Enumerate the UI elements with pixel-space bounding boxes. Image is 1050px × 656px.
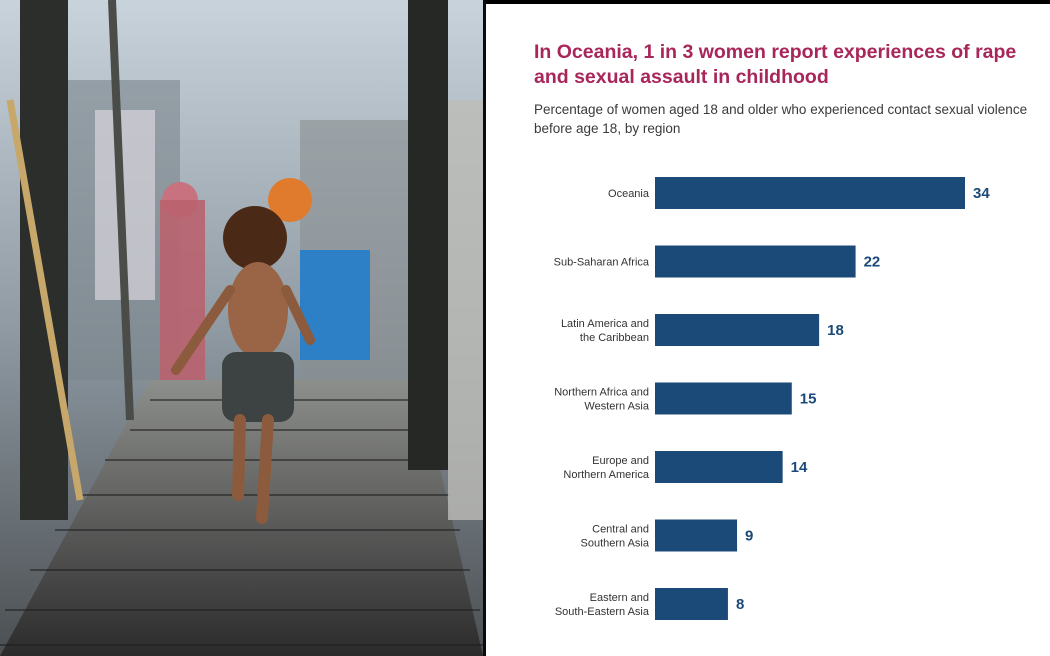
bar-value-label: 22 bbox=[864, 254, 881, 271]
bar-chart: 34 Oceania 22 Sub-Saharan Africa 18 Latin Ame… bbox=[554, 177, 990, 620]
bar-value-label: 15 bbox=[800, 391, 817, 408]
category-label: Northern Africa and Western Asia bbox=[554, 387, 650, 413]
category-label: Latin America and the Caribbean bbox=[561, 318, 649, 344]
bar-value-label: 8 bbox=[736, 596, 744, 613]
photo-child-running-on-boardwalk bbox=[0, 0, 483, 656]
category-label: Central and Southern Asia bbox=[581, 524, 650, 550]
category-label: Eastern and South-Eastern Asia bbox=[555, 592, 650, 618]
photo-illustration bbox=[0, 0, 483, 656]
bar-value-label: 14 bbox=[791, 459, 808, 476]
chart-title: In Oceania, 1 in 3 women report experien… bbox=[534, 41, 1017, 88]
panel-divider bbox=[483, 0, 486, 656]
chart-subtitle: Percentage of women aged 18 and older wh… bbox=[534, 102, 1028, 136]
bar-value-label: 34 bbox=[973, 185, 990, 202]
bar bbox=[655, 314, 820, 346]
category-label: Oceania bbox=[608, 188, 650, 200]
bar bbox=[655, 245, 856, 278]
bar bbox=[655, 382, 792, 415]
category-label: Europe and Northern America bbox=[563, 455, 649, 481]
infographic-panel: In Oceania, 1 in 3 women report experien… bbox=[486, 4, 1050, 656]
bar bbox=[655, 519, 738, 552]
bar bbox=[655, 588, 728, 620]
bar bbox=[655, 177, 965, 209]
bar bbox=[655, 451, 783, 483]
category-label: Sub-Saharan Africa bbox=[554, 257, 650, 269]
bar-value-label: 18 bbox=[827, 322, 844, 339]
bar-value-label: 9 bbox=[745, 528, 753, 545]
